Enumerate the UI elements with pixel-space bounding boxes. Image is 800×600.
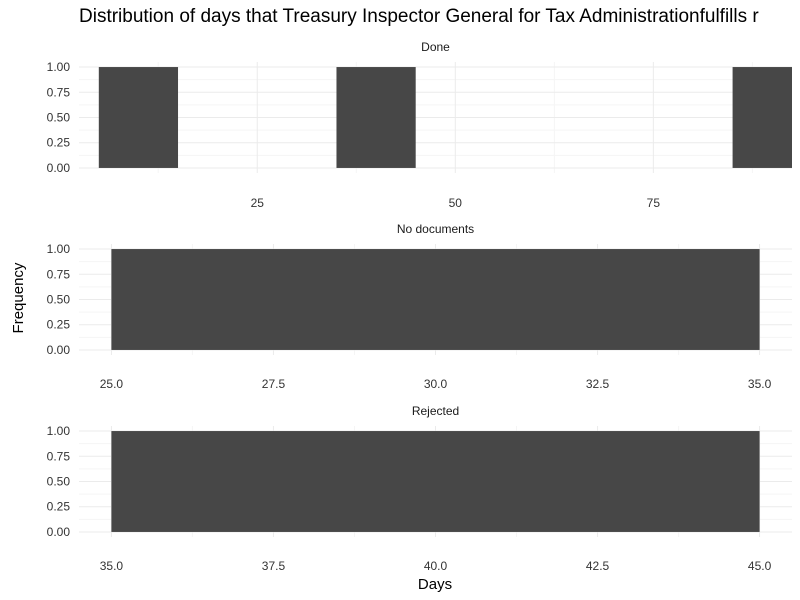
x-tick-label: 45.0 (748, 559, 772, 573)
y-tick-label: 0.50 (47, 475, 71, 489)
y-tick-label: 0.00 (47, 161, 71, 175)
x-tick-label: 30.0 (424, 377, 448, 391)
y-tick-label: 1.00 (47, 242, 71, 256)
panel-done: Done 0.00 0.25 0.50 0.75 1.00 25 50 75 (47, 40, 792, 210)
histogram-bar (98, 67, 179, 168)
x-tick-label: 75 (647, 196, 661, 210)
y-tick-label: 0.50 (47, 111, 71, 125)
histogram-bar (111, 249, 760, 350)
y-tick-label: 0.75 (47, 85, 71, 99)
y-tick-label: 0.25 (47, 318, 71, 332)
panel-no-documents: No documents 0.00 0.25 0.50 0.75 1.00 25.0 27.5… (47, 222, 792, 391)
histogram-bar (111, 431, 760, 532)
x-tick-label: 35.0 (748, 377, 772, 391)
x-tick-label: 35.0 (100, 559, 124, 573)
facet-label: Done (421, 40, 450, 54)
y-tick-label: 0.75 (47, 267, 71, 281)
x-tick-label: 50 (449, 196, 463, 210)
y-tick-label: 0.75 (47, 449, 71, 463)
y-tick-label: 0.50 (47, 293, 71, 307)
x-tick-label: 42.5 (586, 559, 610, 573)
y-tick-label: 1.00 (47, 60, 71, 74)
histogram-bar (732, 67, 792, 168)
y-tick-label: 0.00 (47, 343, 71, 357)
x-tick-label: 25 (251, 196, 265, 210)
x-tick-label: 37.5 (262, 559, 286, 573)
x-tick-label: 32.5 (586, 377, 610, 391)
x-axis-title: Days (418, 576, 452, 593)
facet-label: No documents (397, 222, 474, 236)
facet-label: Rejected (412, 404, 459, 418)
x-tick-label: 27.5 (262, 377, 286, 391)
y-tick-label: 0.25 (47, 136, 71, 150)
x-tick-label: 25.0 (100, 377, 124, 391)
panel-rejected: Rejected 0.00 0.25 0.50 0.75 1.00 35.0 37.5 40.0… (47, 404, 792, 573)
y-tick-label: 0.25 (47, 500, 71, 514)
y-tick-label: 0.00 (47, 525, 71, 539)
x-tick-label: 40.0 (424, 559, 448, 573)
y-axis-title: Frequency (10, 262, 27, 333)
y-tick-label: 1.00 (47, 424, 71, 438)
histogram-bar (336, 67, 416, 168)
chart-title: Distribution of days that Treasury Inspe… (79, 6, 759, 27)
